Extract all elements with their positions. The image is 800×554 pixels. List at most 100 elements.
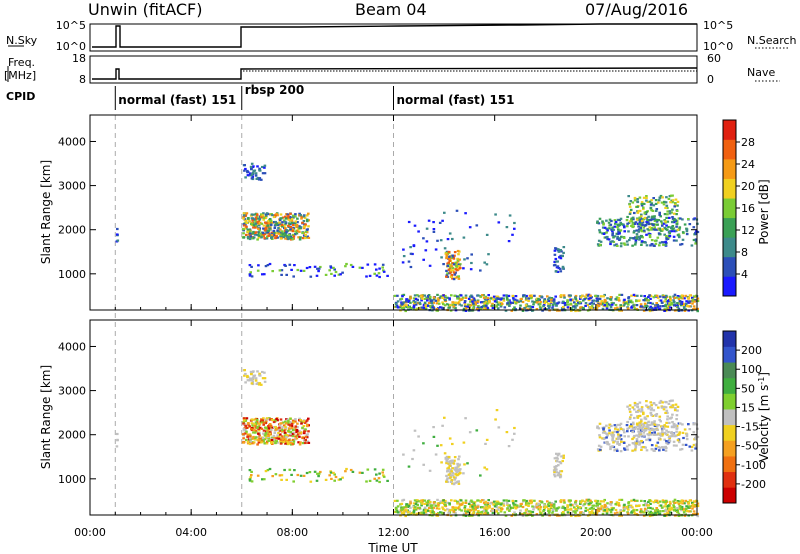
data-cell — [552, 504, 556, 507]
data-cell — [368, 479, 372, 482]
data-cell — [456, 468, 459, 471]
data-cell — [255, 382, 259, 385]
data-cell — [618, 443, 621, 446]
data-cell — [249, 440, 253, 443]
data-cell — [558, 309, 561, 312]
data-cell — [295, 437, 299, 440]
data-cell — [635, 434, 639, 437]
data-cell — [317, 270, 320, 273]
data-cell — [661, 301, 664, 304]
data-cell — [436, 444, 439, 447]
data-cell — [474, 303, 477, 306]
data-cell — [499, 298, 503, 301]
data-cell — [291, 238, 294, 241]
data-cell — [409, 506, 412, 509]
data-cell — [482, 296, 486, 299]
data-cell — [650, 433, 653, 436]
data-cell — [267, 439, 270, 442]
data-cell — [257, 383, 261, 386]
data-cell — [555, 452, 558, 455]
data-cell — [679, 422, 682, 425]
data-cell — [647, 223, 651, 226]
data-cell — [613, 449, 616, 452]
data-cell — [582, 511, 585, 514]
data-cell — [295, 229, 299, 232]
data-cell — [441, 424, 444, 427]
data-cell — [244, 214, 248, 217]
data-cell — [515, 504, 519, 507]
data-cell — [402, 506, 405, 509]
data-cell — [644, 241, 647, 244]
data-cell — [589, 294, 592, 297]
data-cell — [694, 445, 698, 448]
colorbar-tick-label: -50 — [741, 440, 759, 453]
data-cell — [631, 225, 634, 229]
data-cell — [445, 274, 449, 277]
data-cell — [456, 249, 460, 253]
data-cell — [660, 446, 664, 449]
data-cell — [377, 272, 381, 275]
data-cell — [574, 501, 577, 504]
data-cell — [262, 227, 265, 230]
data-cell — [243, 429, 246, 432]
data-cell — [469, 304, 473, 307]
data-cell — [421, 295, 424, 298]
data-cell — [538, 305, 542, 308]
data-cell — [287, 233, 291, 237]
data-cell — [445, 303, 449, 306]
data-cell — [262, 224, 266, 227]
data-cell — [649, 297, 652, 300]
data-cell — [652, 409, 656, 412]
data-cell — [642, 514, 646, 517]
data-cell — [262, 216, 266, 220]
data-cell — [465, 307, 468, 310]
data-cell — [545, 308, 548, 311]
data-cell — [684, 507, 688, 510]
data-cell — [494, 213, 497, 216]
data-cell — [662, 203, 666, 206]
data-cell — [612, 302, 615, 305]
data-cell — [630, 423, 633, 426]
data-cell — [286, 236, 290, 239]
data-cell — [659, 305, 662, 308]
data-cell — [654, 428, 658, 431]
data-cell — [292, 235, 296, 238]
data-cell — [537, 303, 541, 306]
data-cell — [473, 504, 476, 507]
data-cell — [675, 209, 679, 212]
data-cell — [276, 236, 279, 239]
data-cell — [256, 474, 260, 477]
data-cell — [665, 441, 668, 445]
data-cell — [256, 238, 259, 241]
data-cell — [248, 469, 252, 472]
data-cell — [262, 212, 265, 215]
x-tick-label: 00:00 — [681, 526, 713, 539]
data-cell — [563, 507, 567, 510]
data-cell — [365, 275, 368, 278]
data-cell — [283, 468, 286, 472]
data-cell — [298, 225, 301, 228]
data-cell — [264, 432, 268, 435]
data-cell — [637, 435, 640, 438]
data-cell — [245, 438, 248, 441]
data-cell — [424, 306, 428, 309]
data-cell — [625, 240, 629, 243]
data-cell — [658, 446, 662, 449]
data-cell — [529, 297, 533, 300]
data-cell — [463, 505, 467, 508]
data-cell — [279, 418, 283, 421]
data-cell — [280, 422, 283, 425]
data-cell — [635, 438, 639, 441]
data-cell — [554, 257, 558, 261]
data-cell — [521, 512, 525, 516]
data-cell — [664, 411, 667, 414]
data-cell — [606, 510, 609, 513]
data-cell — [258, 169, 262, 172]
data-cell — [582, 306, 585, 309]
data-cell — [556, 265, 560, 268]
data-cell — [246, 376, 249, 379]
data-cell — [472, 502, 476, 505]
data-cell — [557, 248, 560, 251]
data-cell — [452, 476, 456, 479]
data-cell — [511, 301, 514, 304]
